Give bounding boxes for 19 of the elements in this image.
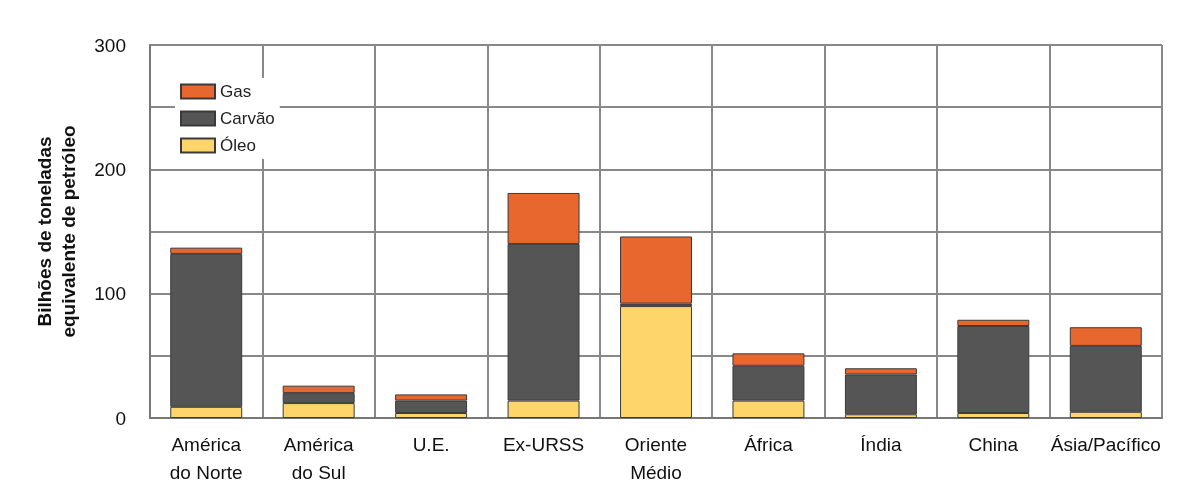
y-tick-label: 100	[94, 283, 126, 305]
x-tick-label: América do Norte	[169, 433, 243, 483]
y-tick-label: 0	[115, 407, 126, 429]
legend-label: Carvão	[220, 109, 275, 128]
x-tick-label: U.E.	[412, 433, 450, 455]
y-tick-label: 200	[94, 158, 126, 180]
y-tick-label: 300	[94, 34, 126, 56]
x-tick-label: China	[968, 433, 1019, 455]
legend-label: Óleo	[220, 136, 256, 155]
x-tick-label: África	[744, 433, 794, 455]
x-tick-label: Índia	[860, 433, 902, 455]
x-tick-label: Oriente Médio	[624, 433, 688, 483]
y-axis-title: Bilhões de toneladas equivalente de petróleo	[33, 125, 79, 338]
x-tick-label: América do Sul	[283, 433, 354, 483]
x-tick-label: Ásia/Pacífico	[1050, 433, 1161, 455]
legend-label: Gas	[220, 82, 252, 101]
bar	[620, 236, 692, 304]
x-tick-label: Ex-URSS	[502, 433, 585, 455]
bar	[620, 306, 692, 418]
